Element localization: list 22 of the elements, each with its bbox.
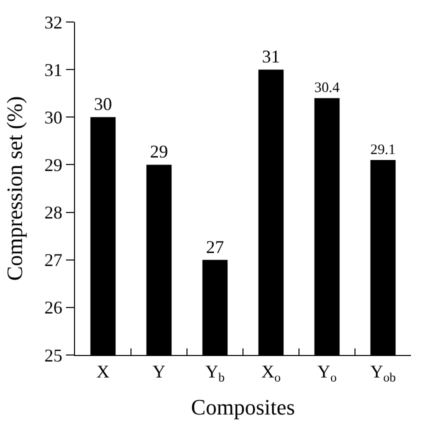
data-label: 30.4 [314,80,340,96]
data-label: 29 [150,142,168,162]
y-tick-label: 28 [44,202,62,223]
x-tick-label: Y$_{o}$ [317,362,337,384]
y-tick-label: 30 [44,107,62,128]
x-tick-label: Y$_{b}$ [205,362,225,384]
y-axis-title: Compression set (%) [2,96,28,281]
data-label: 29.1 [370,142,396,158]
data-label: 30 [94,94,112,114]
x-axis-title: Composites [191,394,295,420]
x-tick-label: Y [152,362,166,382]
data-label: 27 [206,236,224,257]
y-tick-label: 26 [44,298,62,318]
y-tick-label: 25 [44,345,62,366]
y-tick-label: 27 [44,250,62,270]
data-label: 31 [262,46,280,67]
y-tick-label: 29 [44,155,62,176]
y-tick-label: 32 [44,12,62,32]
x-tick-label: X [96,362,110,382]
x-tick-label: X$_{o}$ [261,362,281,384]
x-tick-label: Y$_{ob}$ [370,362,396,384]
y-tick-label: 31 [44,60,62,80]
